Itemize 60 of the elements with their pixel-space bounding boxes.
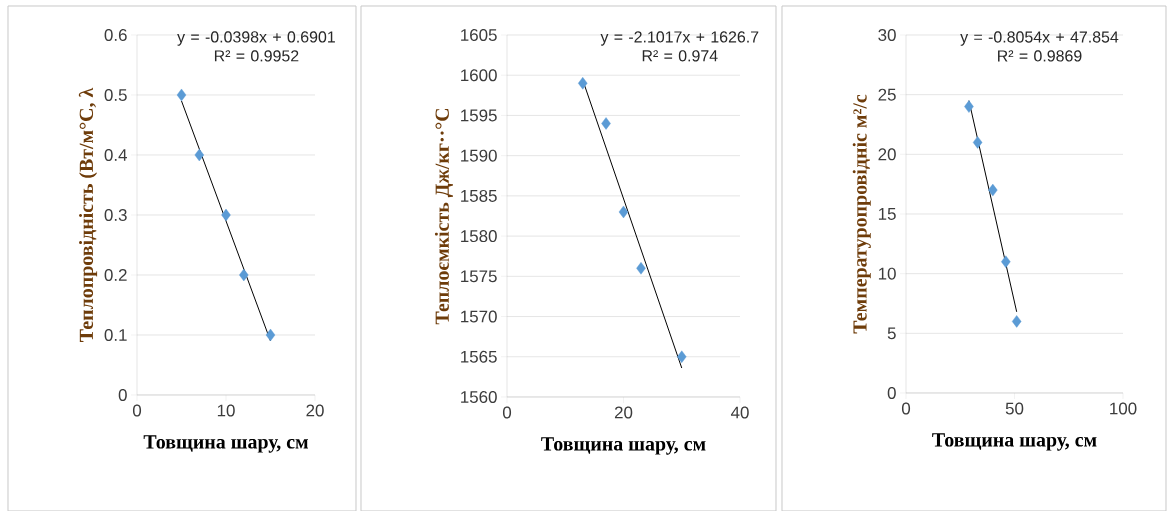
y-tick-label: 5 [887,327,896,340]
x-axis-title: Товщина шару, см [932,433,1097,451]
annotation: y = -0.8054x + 47.854 [960,31,1119,46]
y-tick-label: 1575 [461,270,497,283]
x-tick-label: 0 [901,402,911,415]
point [578,77,588,90]
point [1001,255,1011,268]
y-tick-label: 0 [118,388,127,401]
annotation: y = -2.1017x + 1626.7 [600,31,759,46]
point [972,136,983,149]
x-axis-title: Товщина шару, см [541,437,706,455]
point [1011,315,1022,328]
y-axis-title: Теплопровідність (Вт/м°С, λ [78,87,98,342]
point [677,350,687,363]
point [618,205,629,219]
point [221,208,231,222]
point [636,262,646,275]
annotation: y = -0.0398x + 0.6901 [177,31,335,46]
y-tick-label: 1590 [461,149,497,162]
y-tick-label: 1565 [461,350,497,363]
x-tick-label: 100 [1110,402,1137,415]
point [194,148,205,162]
x-tick-label: 50 [1005,402,1024,415]
y-tick-label: 0.6 [104,28,127,41]
y-tick-label: 0.1 [104,328,127,341]
y-tick-label: 10 [878,267,896,280]
y-tick-label: 20 [878,148,896,161]
y-axis-title: Теплоємкість Дж/кг··°С [434,108,453,325]
y-tick-label: 1605 [461,28,497,41]
x-tick-label: 20 [614,406,633,419]
y-tick-label: 30 [878,28,896,41]
y-tick-label: 0.3 [104,208,127,221]
y-tick-label: 15 [878,208,896,220]
point [239,268,249,282]
x-tick-label: 10 [217,404,235,417]
y-axis-title: Температуропровідніс м²/с [852,94,871,334]
y-tick-label: 25 [878,88,896,101]
y-tick-label: 1585 [461,189,497,202]
annotation: R² = 0.9869 [998,50,1082,62]
point [601,117,611,130]
point [988,183,998,197]
x-tick-label: 0 [132,404,142,417]
point [964,100,974,113]
y-tick-label: 1570 [461,310,497,323]
y-tick-label: 0.4 [104,148,127,161]
y-tick-label: 1580 [461,230,497,243]
x-axis-title: Товщина шару, см [143,435,308,453]
y-tick-label: 0.2 [104,268,127,281]
annotation: R² = 0.974 [642,50,718,62]
x-tick-label: 20 [306,404,324,417]
y-tick-label: 1600 [461,69,497,82]
y-tick-label: 1560 [461,390,497,403]
point [176,88,187,102]
x-tick-label: 40 [730,406,749,419]
y-tick-label: 0 [887,386,896,399]
y-tick-label: 1595 [461,109,497,122]
y-tick-label: 0.5 [104,88,127,101]
point [265,328,276,342]
annotation: R² = 0.9952 [214,50,299,62]
x-tick-label: 0 [502,406,512,419]
